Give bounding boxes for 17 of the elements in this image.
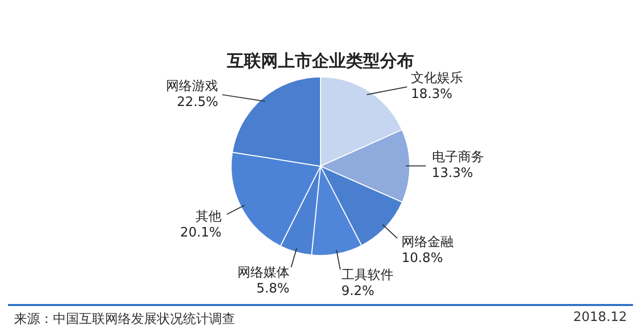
data-label: 5.8%: [256, 281, 290, 296]
text: 2018.12: [573, 310, 627, 327]
source-note: 来源：中国互联网络发展状况统计调查: [14, 311, 235, 328]
data-label: 10.8%: [402, 250, 443, 266]
data-label: 22.5%: [176, 95, 218, 110]
data-label: 18.3%: [411, 87, 452, 102]
chart-title: 互联网上市企业类型分布: [226, 52, 414, 72]
slice-label: 其他: [195, 209, 222, 224]
data-label: 20.1%: [180, 225, 222, 240]
data-label: 13.3%: [432, 166, 474, 182]
slice-label: 工具软件: [341, 268, 394, 283]
slice-label: 网络游戏: [166, 79, 218, 94]
data-label: 9.2%: [341, 284, 374, 299]
slice-label: 电子商务: [432, 150, 484, 166]
slice-label: 网络金融: [402, 234, 454, 250]
slice-label: 文化娱乐: [411, 71, 464, 86]
slice-label: 网络媒体: [237, 265, 290, 280]
